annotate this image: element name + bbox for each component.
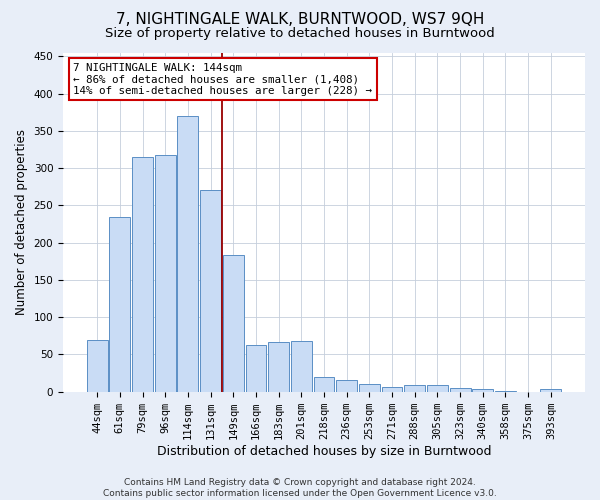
Text: Size of property relative to detached houses in Burntwood: Size of property relative to detached ho…: [105, 28, 495, 40]
Bar: [268, 342, 289, 392]
Bar: [132, 157, 153, 392]
Bar: [449, 388, 470, 392]
Text: 7, NIGHTINGALE WALK, BURNTWOOD, WS7 9QH: 7, NIGHTINGALE WALK, BURNTWOOD, WS7 9QH: [116, 12, 484, 28]
Bar: [155, 156, 176, 392]
Bar: [495, 391, 516, 392]
Bar: [541, 390, 561, 392]
Bar: [314, 377, 334, 392]
Bar: [382, 386, 403, 392]
X-axis label: Distribution of detached houses by size in Burntwood: Distribution of detached houses by size …: [157, 444, 491, 458]
Bar: [291, 341, 312, 392]
Bar: [427, 385, 448, 392]
Bar: [87, 340, 107, 392]
Y-axis label: Number of detached properties: Number of detached properties: [15, 129, 28, 315]
Bar: [200, 190, 221, 392]
Bar: [404, 385, 425, 392]
Text: Contains HM Land Registry data © Crown copyright and database right 2024.
Contai: Contains HM Land Registry data © Crown c…: [103, 478, 497, 498]
Bar: [245, 345, 266, 392]
Bar: [178, 116, 199, 392]
Text: 7 NIGHTINGALE WALK: 144sqm
← 86% of detached houses are smaller (1,408)
14% of s: 7 NIGHTINGALE WALK: 144sqm ← 86% of deta…: [73, 62, 373, 96]
Bar: [359, 384, 380, 392]
Bar: [336, 380, 357, 392]
Bar: [223, 256, 244, 392]
Bar: [109, 216, 130, 392]
Bar: [472, 390, 493, 392]
